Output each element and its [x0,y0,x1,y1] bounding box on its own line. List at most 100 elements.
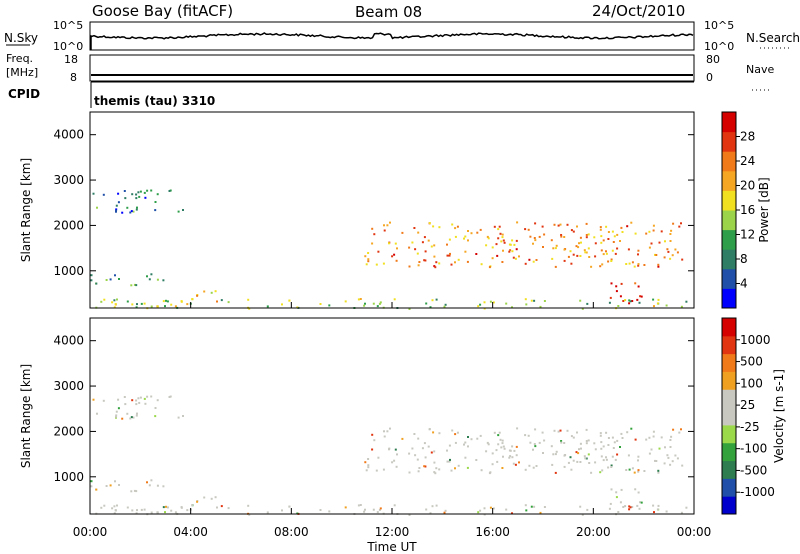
power-cell [601,263,604,266]
velocity-cell [438,432,441,435]
power-cell [421,241,424,244]
power-cell [470,232,473,235]
velocity-cell [583,455,586,458]
power-cell [664,240,666,243]
velocity-cell [543,506,546,508]
power-cell [663,256,666,259]
power-cell [114,274,116,277]
power-cell [508,243,511,246]
power-cell [136,206,138,209]
power-cell [117,192,120,195]
velocity-cell [408,514,411,516]
power-cell [126,300,129,303]
velocity-cell [579,505,582,508]
power-cell [626,225,629,228]
power-cell [135,284,138,287]
velocity-cell [629,506,632,509]
power-cell [621,231,624,233]
velocity-cell [414,454,417,457]
power-cell [572,253,575,256]
power-cell [593,236,596,239]
velocity-cell [527,434,530,437]
power-cell [584,251,587,254]
power-cell [435,298,438,301]
velocity-cell [116,504,118,507]
velocity-cell [464,456,467,459]
velocity-cell [572,459,575,462]
power-cell [140,302,143,305]
power-cell [396,247,398,250]
power-cell [515,239,518,242]
power-cell [454,235,457,238]
velocity-cell [569,456,572,459]
power-cell [610,258,613,261]
power-cell [532,260,535,263]
velocity-cell [162,485,165,488]
velocity-y-axis: 4000 3000 2000 1000 [53,334,694,484]
velocity-cell [248,513,251,516]
power-cell [186,303,189,306]
colorbar-swatch [722,249,736,270]
velocity-cell [637,469,640,472]
velocity-cell [480,469,483,472]
power-cell [652,224,655,227]
velocity-cell [657,504,660,507]
power-cell [615,285,618,288]
velocity-cell [135,399,138,402]
x-tick-label: 08:00 [274,525,309,539]
velocity-cell [413,433,416,435]
velocity-cell [448,460,451,463]
power-cell [512,256,515,259]
velocity-cell [625,469,628,471]
power-cell [602,239,605,242]
power-cell [344,300,347,303]
velocity-cell [576,460,579,463]
velocity-cell [660,436,663,439]
velocity-cell [487,443,490,446]
velocity-cell [585,457,588,460]
velocity-cell [612,447,615,449]
velocity-cell [454,441,457,444]
power-ylabel: Slant Range [km] [19,158,33,262]
power-cell [165,299,167,302]
velocity-cell [563,454,566,457]
power-cell [408,308,411,310]
power-cell [216,300,218,303]
power-cell [148,278,151,281]
power-cell [585,234,588,236]
velocity-cell [620,432,623,435]
velocity-cell [501,442,504,445]
power-cell [660,230,663,233]
velocity-cell [100,506,103,509]
freq-label: Freq. [6,52,33,65]
velocity-cell [580,447,582,450]
power-cell [492,301,495,304]
velocity-cell [435,504,438,507]
colorbar-tick-label: 25 [740,398,755,412]
velocity-cell [496,460,499,463]
velocity-cell [685,506,688,509]
velocity-cell [379,507,382,510]
power-cell [248,307,251,310]
power-cell [491,257,494,260]
power-cell [467,230,469,232]
power-cell [90,279,93,282]
power-cell [599,226,602,229]
power-cell [585,236,588,239]
power-cell [602,253,605,256]
power-cell [532,242,534,245]
velocity-cell [637,470,640,473]
velocity-cell [438,468,441,471]
velocity-cell [563,465,566,468]
velocity-cell [657,469,660,472]
velocity-cell [501,439,504,442]
velocity-cell [508,456,511,459]
velocity-cell [607,466,610,469]
velocity-cell [605,458,608,461]
colorbar-tick-label: -100 [740,442,767,456]
power-cell [115,208,118,211]
power-cell [131,303,134,306]
power-cell [90,274,93,277]
velocity-cell [129,417,132,420]
velocity-cell [554,453,557,456]
